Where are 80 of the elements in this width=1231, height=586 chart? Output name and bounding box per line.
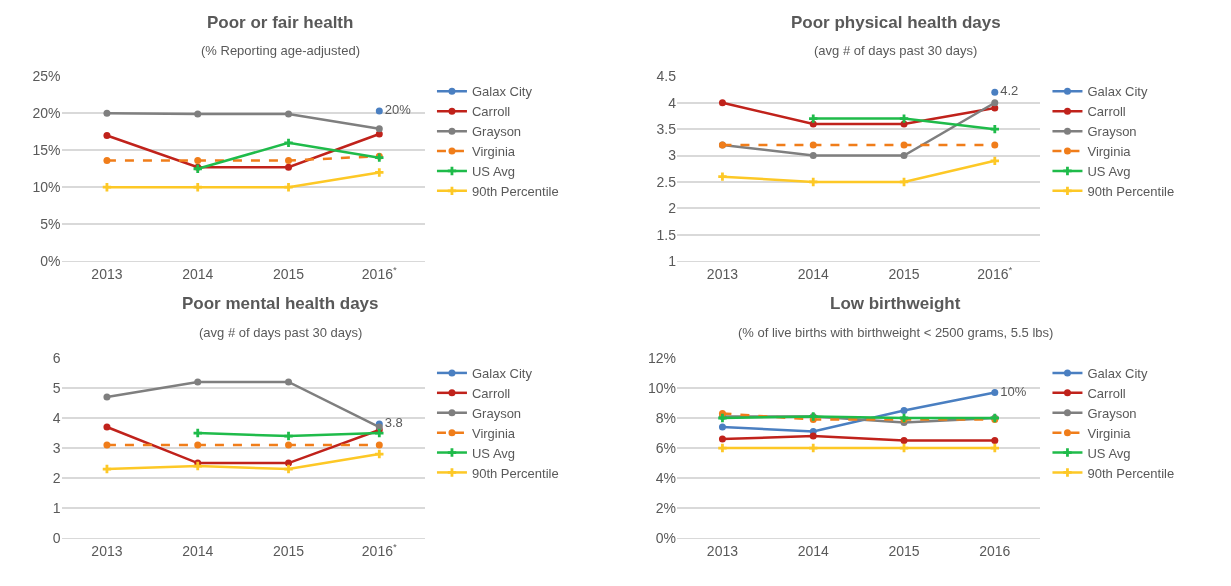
- y-tick-label: 4.5: [656, 68, 677, 85]
- x-tick-label: 2015: [272, 542, 305, 559]
- chart-subtitle: (avg # of days past 30 days): [199, 325, 363, 340]
- data-label: 3.8: [384, 415, 403, 431]
- legend-label: Virginia: [471, 144, 516, 160]
- legend-label: Grayson: [471, 405, 522, 421]
- y-tick-label: 0: [52, 530, 61, 546]
- legend-label: Virginia: [471, 425, 516, 441]
- x-tick-label: 2016$^{*}$: [361, 264, 397, 282]
- y-tick-label: 0%: [655, 530, 677, 546]
- x-tick-label: 2014: [182, 265, 214, 282]
- y-tick-label: 4: [52, 409, 61, 426]
- legend-label: Carroll: [471, 385, 511, 401]
- y-tick-label: 3: [52, 439, 61, 456]
- legend-label: Grayson: [471, 124, 522, 140]
- chart-title: Poor physical health days: [791, 13, 1001, 32]
- chart-title: Low birthweight: [830, 294, 961, 313]
- y-tick-label: 10%: [648, 379, 677, 396]
- x-tick-label: 2016: [979, 542, 1011, 559]
- legend-label: Virginia: [1087, 425, 1132, 441]
- legend-label: Galax City: [1087, 84, 1148, 100]
- legend-label: US Avg: [1087, 164, 1131, 180]
- y-tick-label: 6%: [655, 439, 677, 456]
- y-tick-label: 2.5: [656, 173, 677, 190]
- x-tick-label: 2015: [888, 542, 920, 559]
- legend-label: Carroll: [1087, 104, 1126, 120]
- legend-label: US Avg: [471, 164, 516, 180]
- y-tick-label: 1: [52, 499, 61, 516]
- legend-label: Grayson: [1087, 124, 1137, 140]
- data-label: 10%: [1000, 383, 1027, 399]
- legend-label: Galax City: [471, 366, 533, 381]
- legend-label: 90th Percentile: [1087, 183, 1175, 199]
- y-tick-label: 1.5: [656, 226, 677, 243]
- x-tick-label: 2016$^{*}$: [361, 541, 397, 559]
- x-tick-label: 2013: [706, 542, 739, 559]
- y-tick-label: 6: [52, 349, 61, 366]
- legend-label: 90th Percentile: [471, 465, 559, 481]
- y-tick-label: 25%: [32, 68, 61, 85]
- y-tick-label: 0%: [40, 252, 61, 269]
- legend-label: US Avg: [471, 445, 516, 461]
- chart-subtitle: (avg # of days past 30 days): [814, 43, 978, 58]
- y-tick-label: 15%: [32, 142, 61, 159]
- x-tick-label: 2015: [272, 265, 305, 282]
- x-tick-label: 2016$^{*}$: [977, 264, 1013, 282]
- legend-label: Carroll: [1087, 385, 1126, 401]
- x-tick-label: 2013: [91, 265, 123, 282]
- legend-label: Carroll: [471, 104, 511, 120]
- chart-subtitle: (% Reporting age-adjusted): [201, 43, 360, 58]
- x-tick-label: 2014: [797, 265, 830, 282]
- chart-title: Poor or fair health: [207, 13, 354, 32]
- x-tick-label: 2014: [182, 542, 214, 559]
- x-tick-label: 2015: [888, 265, 920, 282]
- y-tick-label: 5%: [40, 216, 61, 233]
- legend-label: 90th Percentile: [471, 183, 559, 199]
- x-tick-label: 2013: [706, 265, 739, 282]
- y-tick-label: 10%: [32, 179, 61, 196]
- y-tick-label: 2: [668, 200, 677, 217]
- y-tick-label: 1: [668, 252, 677, 269]
- y-tick-label: 3.5: [656, 121, 677, 138]
- x-tick-label: 2013: [91, 542, 123, 559]
- y-tick-label: 12%: [648, 349, 677, 366]
- y-tick-label: 8%: [655, 409, 677, 426]
- legend-label: Grayson: [1087, 405, 1137, 421]
- y-tick-label: 20%: [32, 105, 61, 122]
- legend-label: US Avg: [1087, 445, 1131, 461]
- legend-label: Galax City: [1087, 366, 1148, 381]
- legend-label: 90th Percentile: [1087, 465, 1175, 481]
- data-label: 20%: [384, 102, 412, 118]
- chart-title: Poor mental health days: [182, 294, 379, 313]
- legend-label: Virginia: [1087, 144, 1132, 160]
- y-tick-label: 4%: [655, 469, 677, 486]
- legend-label: Galax City: [471, 84, 533, 100]
- y-tick-label: 5: [52, 379, 61, 396]
- data-label: 4.2: [1000, 83, 1019, 99]
- y-tick-label: 4: [668, 94, 677, 111]
- y-tick-label: 2: [52, 469, 61, 486]
- y-tick-label: 2%: [655, 499, 677, 516]
- chart-subtitle: (% of live births with birthweight < 2500 grams, 5.5 lbs): [738, 325, 1054, 340]
- y-tick-label: 3: [668, 147, 677, 164]
- x-tick-label: 2014: [797, 542, 830, 559]
